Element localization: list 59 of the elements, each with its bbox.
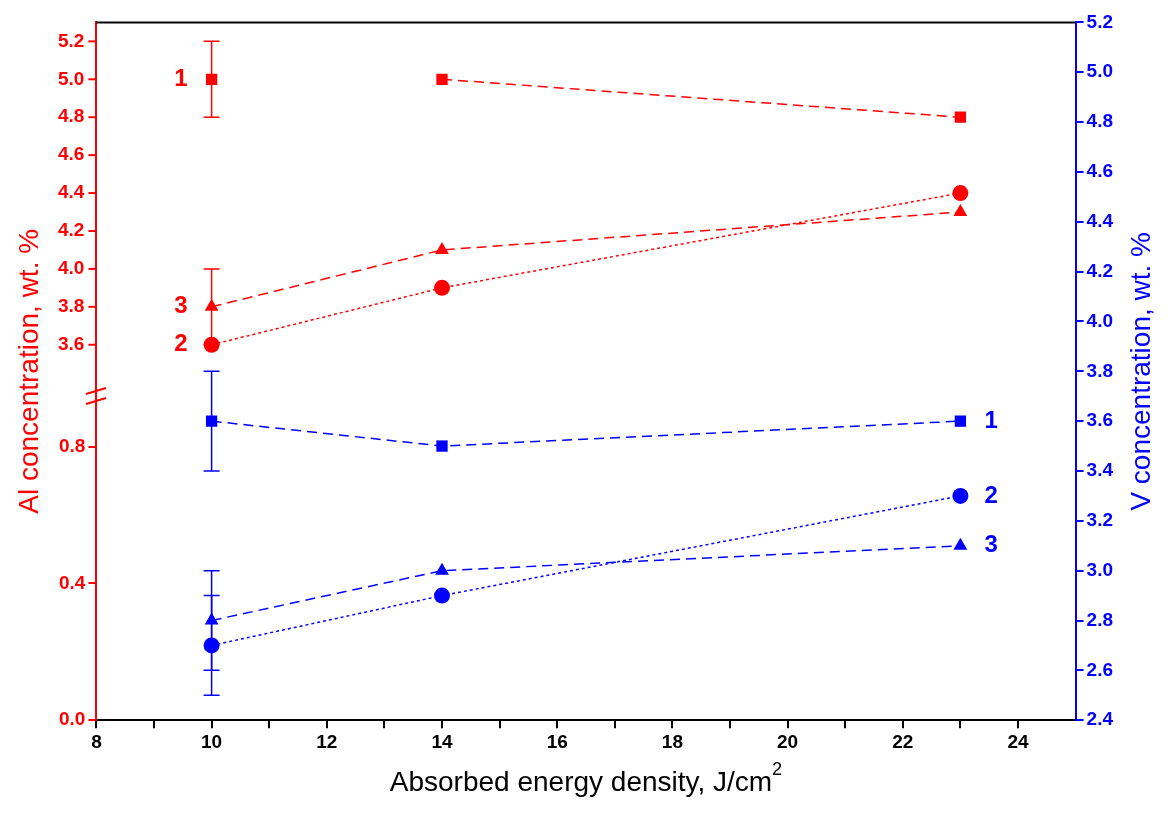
y3-tick-label: 3.8 bbox=[57, 295, 85, 317]
y2-tick-label: 3.2 bbox=[1086, 509, 1114, 531]
point bbox=[204, 612, 219, 625]
y3-tick-label: 4.4 bbox=[57, 181, 85, 203]
y3-tick-label: 4.0 bbox=[57, 257, 85, 279]
point bbox=[952, 487, 969, 504]
y-tick-label: 0.8 bbox=[58, 434, 86, 456]
x-tick-label: 20 bbox=[777, 730, 799, 752]
x-tick-label: 16 bbox=[546, 730, 568, 752]
y2-tick-label: 5.2 bbox=[1086, 10, 1114, 32]
point bbox=[434, 587, 450, 604]
x-tick-label: 10 bbox=[201, 730, 223, 752]
series-label: 1 bbox=[174, 63, 188, 91]
point bbox=[952, 185, 969, 202]
y-tick-label: 0.0 bbox=[58, 708, 86, 730]
y2-tick-label: 4.0 bbox=[1086, 309, 1114, 331]
point bbox=[954, 111, 967, 123]
series-label: 3 bbox=[174, 291, 188, 319]
y2-tick-label: 4.8 bbox=[1086, 110, 1114, 132]
x-tick-label: 18 bbox=[661, 730, 683, 752]
series-label: 2 bbox=[984, 480, 998, 508]
y2-tick-label: 3.6 bbox=[1086, 409, 1114, 431]
point bbox=[436, 73, 448, 85]
point bbox=[953, 537, 968, 550]
x-tick-label: 14 bbox=[431, 730, 453, 752]
y3-tick-label: 4.8 bbox=[57, 105, 85, 127]
point bbox=[205, 73, 218, 85]
point bbox=[436, 440, 448, 452]
y2-tick-label: 4.4 bbox=[1086, 210, 1114, 232]
y2-tick-label: 2.6 bbox=[1086, 658, 1114, 680]
y2-tick-label: 4.6 bbox=[1086, 160, 1114, 182]
y2-tick-label: 3.4 bbox=[1086, 459, 1114, 481]
y-tick-label: 0.4 bbox=[58, 571, 86, 593]
y2-tick-label: 3.0 bbox=[1086, 558, 1114, 580]
y2-tick-label: 3.8 bbox=[1086, 359, 1114, 381]
x-tick-label: 22 bbox=[892, 730, 914, 752]
y3-tick-label: 5.2 bbox=[57, 29, 85, 51]
y3-tick-label: 4.6 bbox=[57, 143, 85, 165]
point bbox=[435, 562, 449, 575]
y2-tick-label: 2.8 bbox=[1086, 608, 1114, 630]
point bbox=[953, 204, 968, 217]
x-tick-label: 12 bbox=[316, 730, 338, 752]
series-label: 2 bbox=[174, 329, 188, 357]
series-label: 3 bbox=[984, 530, 998, 558]
series-label: 1 bbox=[984, 405, 998, 433]
y2-tick-label: 5.0 bbox=[1086, 60, 1114, 82]
y3-tick-label: 5.0 bbox=[57, 67, 85, 89]
y2-tick-label: 2.4 bbox=[1086, 708, 1114, 730]
y3-tick-label: 3.6 bbox=[57, 332, 85, 354]
y2-axis-title: V concentration, wt. % bbox=[1124, 232, 1156, 511]
x-tick-label: 8 bbox=[91, 730, 102, 752]
y-axis-title: Al concentration, wt. % bbox=[12, 228, 44, 514]
x-tick-label: 24 bbox=[1007, 730, 1029, 752]
y2-tick-label: 4.2 bbox=[1086, 259, 1114, 281]
point bbox=[434, 279, 450, 296]
point bbox=[954, 415, 967, 427]
point bbox=[435, 241, 449, 254]
y3-tick-label: 4.2 bbox=[57, 219, 85, 241]
point bbox=[205, 415, 218, 427]
